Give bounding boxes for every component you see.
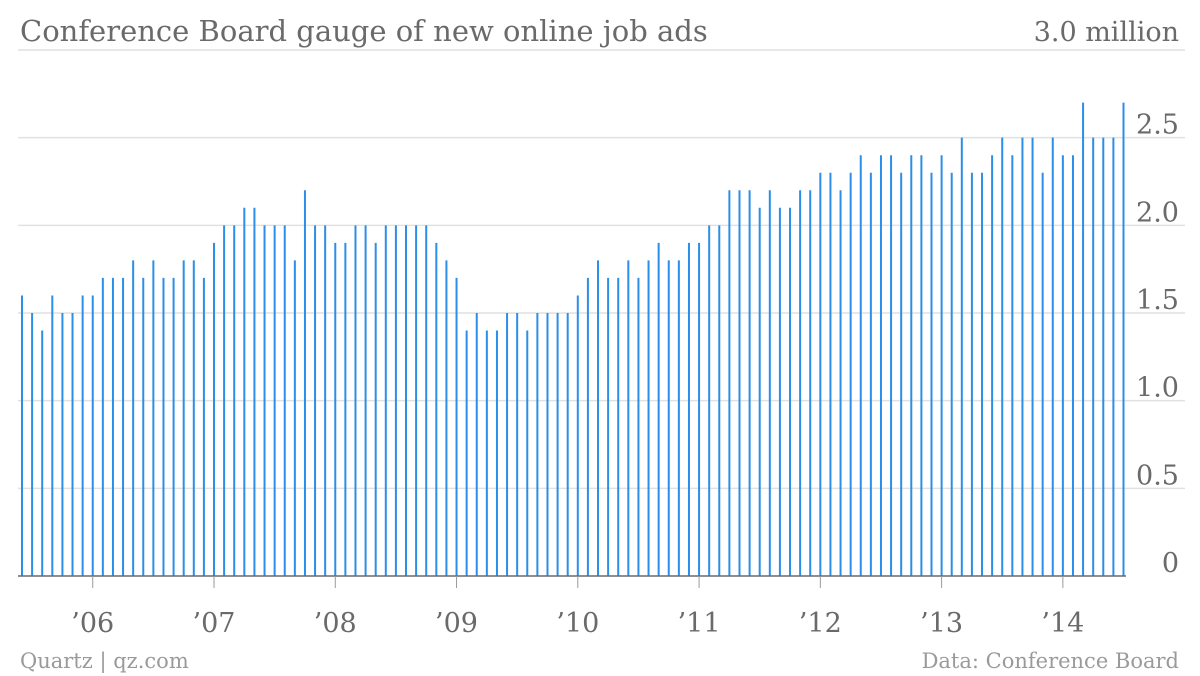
bars bbox=[21, 102, 1125, 576]
x-tick-label: ’06 bbox=[71, 608, 114, 639]
y-tick-label: 0 bbox=[1162, 548, 1179, 579]
y-tick-label: 0.5 bbox=[1136, 460, 1179, 491]
y-tick-label: 1.0 bbox=[1136, 373, 1179, 404]
y-tick-label: 1.5 bbox=[1136, 285, 1179, 316]
x-tick-label: ’13 bbox=[920, 608, 963, 639]
x-tick-label: ’10 bbox=[556, 608, 599, 639]
y-tick-label: 2.0 bbox=[1136, 197, 1179, 228]
x-axis-ticks: ’06 ’07 ’08 ’09 ’10 ’11 ’12 ’13 ’14 bbox=[71, 576, 1084, 639]
chart-title: Conference Board gauge of new online job… bbox=[20, 14, 708, 48]
x-tick-label: ’11 bbox=[678, 608, 721, 639]
gridlines bbox=[18, 49, 1185, 490]
x-tick-label: ’09 bbox=[435, 608, 478, 639]
x-tick-label: ’07 bbox=[193, 608, 236, 639]
y-tick-label: 2.5 bbox=[1136, 110, 1179, 141]
x-tick-label: ’14 bbox=[1041, 608, 1084, 639]
x-tick-label: ’08 bbox=[314, 608, 357, 639]
y-unit-label: 3.0 million bbox=[1034, 17, 1179, 48]
source-text: Data: Conference Board bbox=[922, 649, 1179, 673]
credit-text: Quartz | qz.com bbox=[20, 649, 189, 674]
x-tick-label: ’12 bbox=[799, 608, 842, 639]
y-axis-labels: 0 0.5 1.0 1.5 2.0 2.5 bbox=[1136, 110, 1179, 579]
